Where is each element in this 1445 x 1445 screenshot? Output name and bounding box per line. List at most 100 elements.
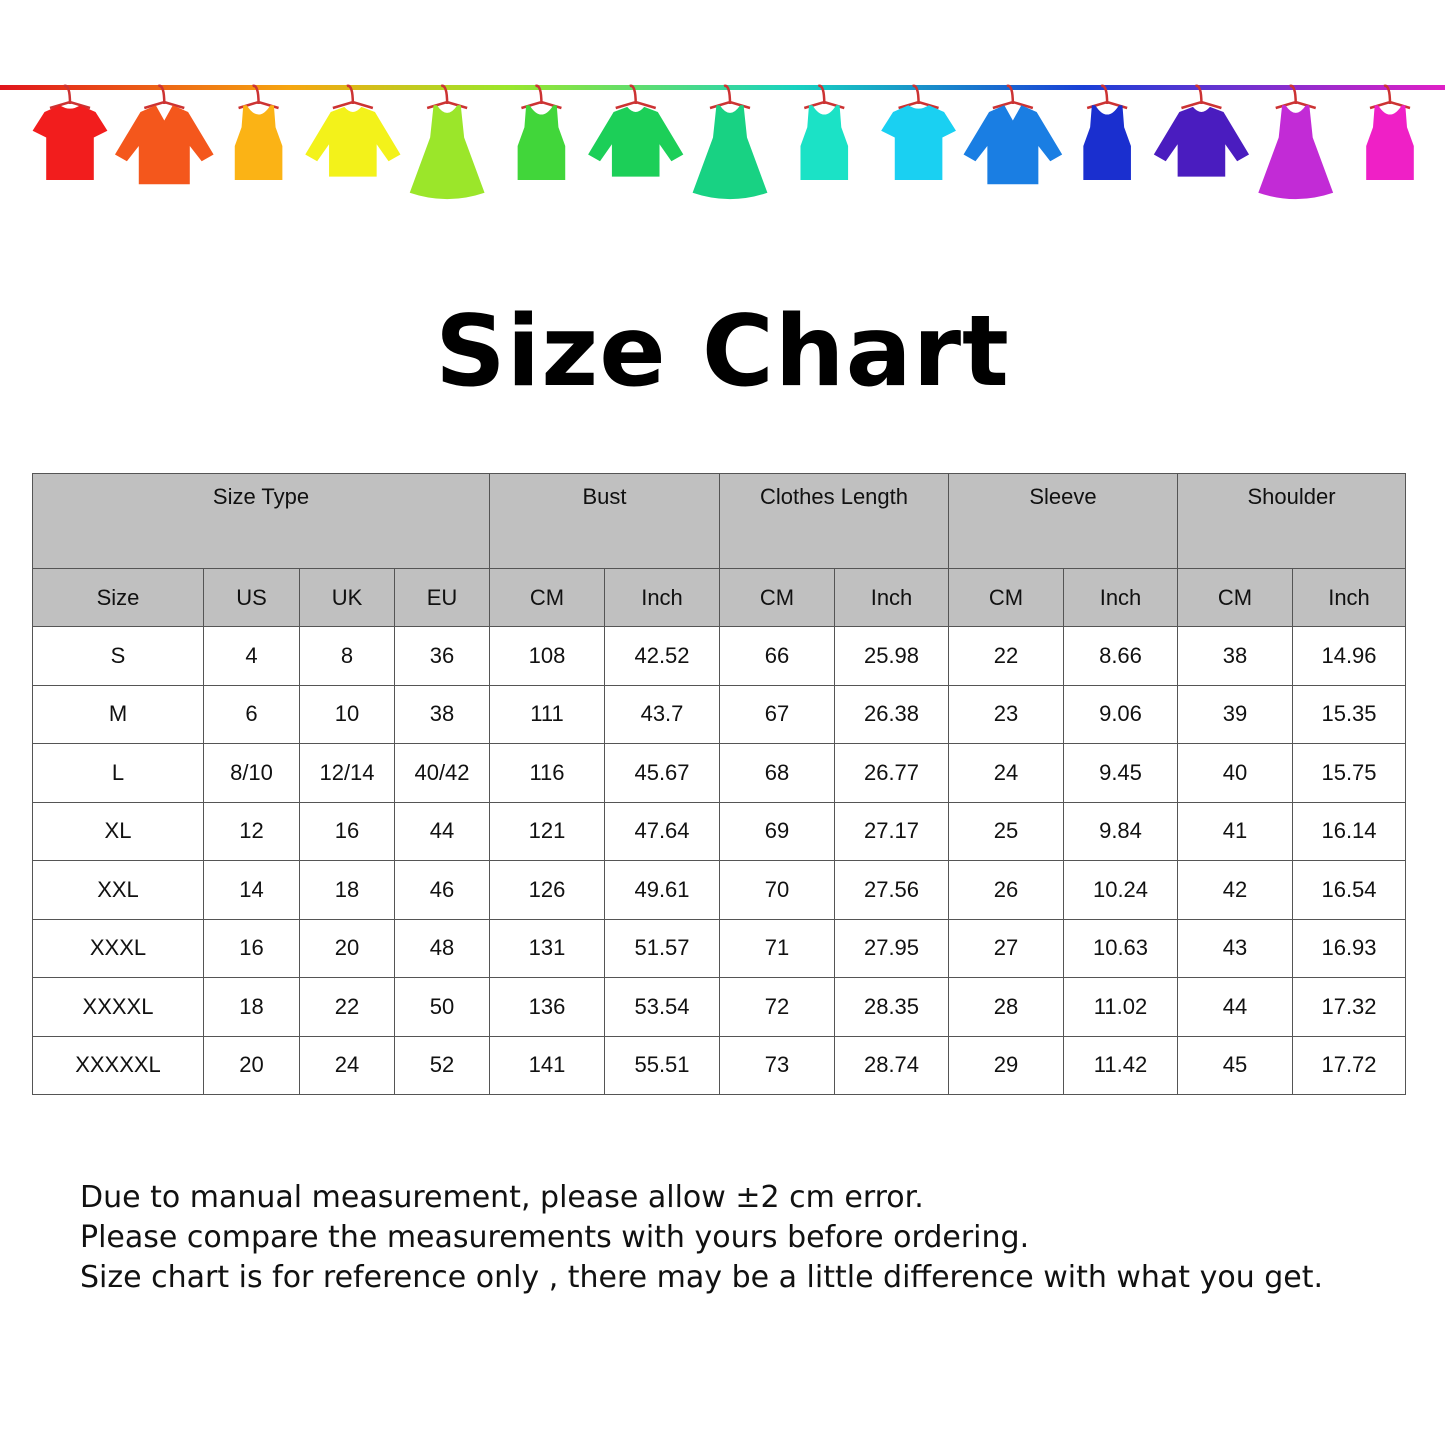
table-row: XXXL 16 20 48 131 51.57 71 27.95 27 10.63 43 16.93: [32, 918, 1406, 978]
table-cell: 73: [719, 1035, 835, 1095]
table-cell: 17.72: [1292, 1035, 1406, 1095]
table-cell: 18: [203, 977, 300, 1037]
table-cell: 111: [489, 684, 605, 744]
table-cell: 53.54: [604, 977, 720, 1037]
column-header: US: [203, 568, 300, 627]
table-cell: 9.84: [1063, 801, 1178, 861]
dress-shape: [692, 105, 768, 200]
hanger-icon: [898, 84, 939, 110]
note-line: Please compare the measurements with you…: [80, 1220, 1030, 1255]
column-header: CM: [489, 568, 605, 627]
table-row: XXXXL 18 22 50 136 53.54 72 28.35 28 11.02 44 17.32: [32, 977, 1406, 1037]
table-cell: 10.24: [1063, 860, 1178, 920]
table-cell: 38: [1177, 626, 1293, 686]
table-cell: 47.64: [604, 801, 720, 861]
table-cell: 22: [299, 977, 395, 1037]
group-header-row: Size Type Bust Clothes Length Sleeve Sho…: [32, 473, 1406, 569]
table-cell: 50: [394, 977, 490, 1037]
table-cell: 14.96: [1292, 626, 1406, 686]
tank-shape: [517, 105, 566, 180]
table-cell: 121: [489, 801, 605, 861]
table-cell: 26.77: [834, 743, 949, 803]
sweater-shape: [305, 106, 401, 177]
table-cell: 136: [489, 977, 605, 1037]
clothing-tank-icon: [517, 84, 566, 180]
table-cell: XXL: [32, 860, 204, 920]
tank-shape: [1083, 105, 1131, 180]
hanger-icon: [1181, 84, 1222, 110]
table-cell: 40: [1177, 743, 1293, 803]
table-row: XXXXXL 20 24 52 141 55.51 73 28.74 29 11.42 45 17.7…: [32, 1035, 1406, 1095]
table-cell: 27.17: [834, 801, 949, 861]
table-cell: 10: [299, 684, 395, 744]
table-cell: 9.45: [1063, 743, 1178, 803]
table-cell: 49.61: [604, 860, 720, 920]
table-cell: 44: [394, 801, 490, 861]
table-cell: 16.14: [1292, 801, 1406, 861]
table-cell: 70: [719, 860, 835, 920]
table-cell: 116: [489, 743, 605, 803]
table-cell: 27: [948, 918, 1064, 978]
clothing-tank-icon: [800, 84, 849, 180]
table-cell: 20: [299, 918, 395, 978]
table-cell: 24: [948, 743, 1064, 803]
table-cell: XXXXL: [32, 977, 204, 1037]
column-header: Inch: [1063, 568, 1178, 627]
table-cell: 66: [719, 626, 835, 686]
table-cell: 25.98: [834, 626, 949, 686]
table-cell: 39: [1177, 684, 1293, 744]
column-header: CM: [719, 568, 835, 627]
table-cell: 10.63: [1063, 918, 1178, 978]
table-cell: 28.35: [834, 977, 949, 1037]
table-cell: 11.02: [1063, 977, 1178, 1037]
table-cell: 42: [1177, 860, 1293, 920]
group-header: Clothes Length: [719, 473, 949, 569]
hanger-icon: [992, 84, 1034, 110]
column-header: Inch: [834, 568, 949, 627]
size-table: Size Type Bust Clothes Length Sleeve Sho…: [32, 473, 1406, 1095]
table-cell: 8.66: [1063, 626, 1178, 686]
table-cell: 16.54: [1292, 860, 1406, 920]
table-cell: 141: [489, 1035, 605, 1095]
clothesline-banner: [0, 84, 1445, 200]
table-cell: 48: [394, 918, 490, 978]
table-cell: 40/42: [394, 743, 490, 803]
table-cell: 45: [1177, 1035, 1293, 1095]
table-cell: 28.74: [834, 1035, 949, 1095]
clothing-dress-icon: [1258, 84, 1334, 200]
table-cell: 26.38: [834, 684, 949, 744]
column-header-row: Size US UK EU CM Inch CM Inch CM Inch CM Inch: [32, 568, 1406, 627]
table-cell: 15.35: [1292, 684, 1406, 744]
table-cell: 16: [299, 801, 395, 861]
table-cell: 46: [394, 860, 490, 920]
table-cell: 27.56: [834, 860, 949, 920]
column-header: EU: [394, 568, 490, 627]
table-cell: 38: [394, 684, 490, 744]
table-row: XXL 14 18 46 126 49.61 70 27.56 26 10.24 42 16.54: [32, 860, 1406, 920]
table-row: XL 12 16 44 121 47.64 69 27.17 25 9.84 41 16.14: [32, 801, 1406, 861]
table-cell: 43: [1177, 918, 1293, 978]
tank-shape: [234, 105, 283, 180]
table-cell: S: [32, 626, 204, 686]
column-header: UK: [299, 568, 395, 627]
column-header: CM: [948, 568, 1064, 627]
table-cell: 41: [1177, 801, 1293, 861]
clothing-sweater-icon: [1153, 84, 1250, 177]
table-cell: 72: [719, 977, 835, 1037]
group-header: Shoulder: [1177, 473, 1406, 569]
column-header: CM: [1177, 568, 1293, 627]
table-cell: 8/10: [203, 743, 300, 803]
table-cell: XXXXXL: [32, 1035, 204, 1095]
dress-shape: [1258, 105, 1334, 200]
table-row: S 4 8 36 108 42.52 66 25.98 22 8.66 38 14.96: [32, 626, 1406, 686]
note-line: Due to manual measurement, please allow …: [80, 1180, 924, 1215]
table-cell: 67: [719, 684, 835, 744]
table-cell: 4: [203, 626, 300, 686]
table-row: M 6 10 38 111 43.7 67 26.38 23 9.06 39 15.35: [32, 684, 1406, 744]
table-cell: 16: [203, 918, 300, 978]
table-cell: 28: [948, 977, 1064, 1037]
shirt-shape: [114, 105, 214, 185]
note-line: Size chart is for reference only , there…: [80, 1260, 1324, 1295]
table-cell: 16.93: [1292, 918, 1406, 978]
table-cell: 14: [203, 860, 300, 920]
